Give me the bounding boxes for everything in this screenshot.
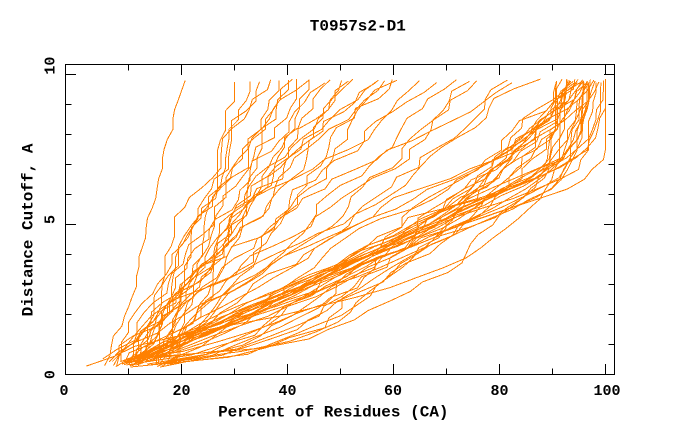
svg-text:T0957s2-D1: T0957s2-D1 — [310, 17, 406, 35]
svg-text:100: 100 — [593, 383, 620, 400]
svg-text:80: 80 — [490, 383, 508, 400]
svg-text:Distance Cutoff, A: Distance Cutoff, A — [20, 143, 38, 316]
svg-text:Percent of Residues (CA): Percent of Residues (CA) — [218, 403, 448, 421]
svg-text:10: 10 — [43, 57, 60, 75]
svg-text:0: 0 — [43, 370, 60, 379]
svg-text:20: 20 — [172, 383, 190, 400]
svg-text:40: 40 — [278, 383, 296, 400]
svg-text:60: 60 — [384, 383, 402, 400]
svg-text:0: 0 — [59, 383, 68, 400]
svg-text:5: 5 — [43, 215, 60, 224]
